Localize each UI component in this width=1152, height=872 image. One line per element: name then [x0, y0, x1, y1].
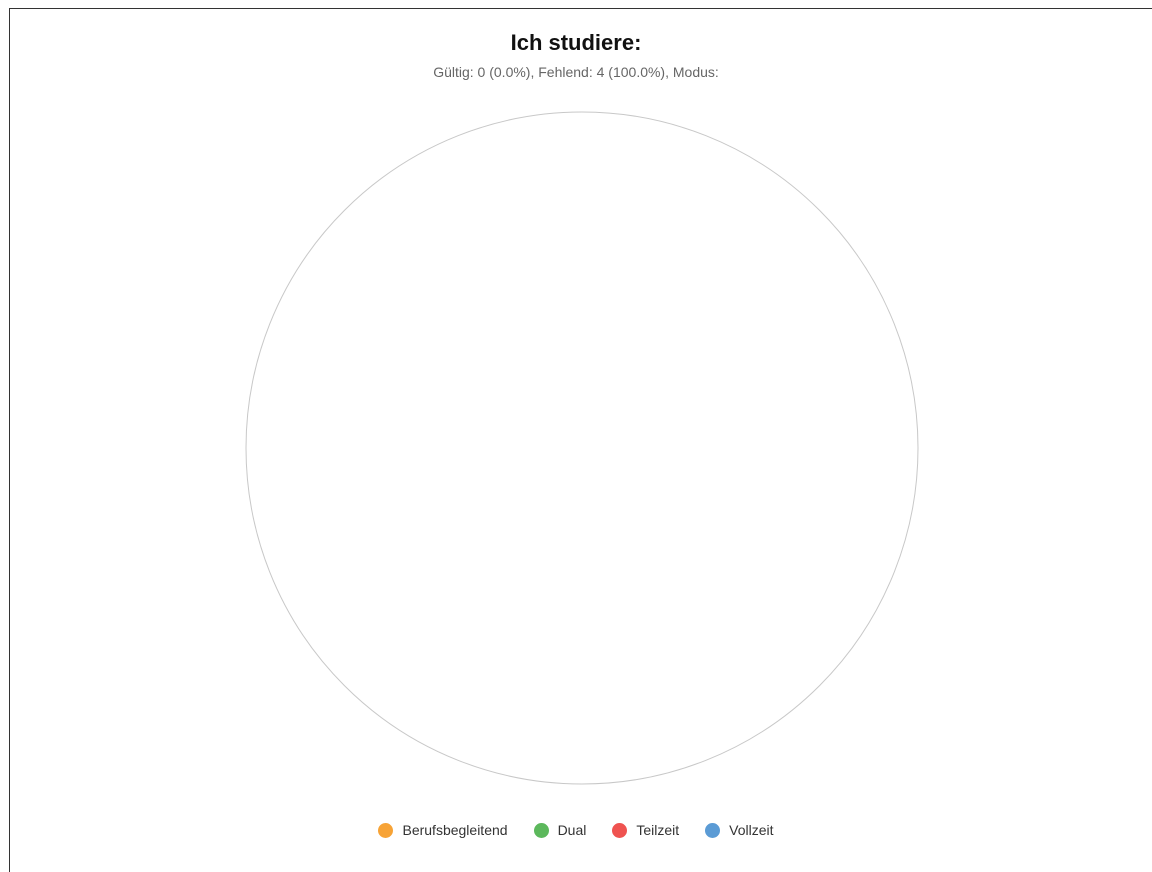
legend-item-teilzeit[interactable]: Teilzeit	[612, 822, 679, 838]
chart-subtitle: Gültig: 0 (0.0%), Fehlend: 4 (100.0%), M…	[433, 64, 719, 80]
legend-label-dual: Dual	[557, 822, 587, 838]
legend-dot-teilzeit	[612, 822, 628, 838]
legend-item-vollzeit[interactable]: Vollzeit	[705, 822, 774, 838]
legend-label-teilzeit: Teilzeit	[636, 822, 680, 838]
pie-outline	[245, 111, 919, 785]
legend-label-berufsbegleitend: Berufsbegleitend	[402, 822, 508, 838]
legend-label-vollzeit: Vollzeit	[729, 822, 774, 838]
legend: Berufsbegleitend Dual Teilzeit Vollzeit	[0, 822, 1152, 838]
legend-dot-dual	[533, 822, 549, 838]
legend-dot-berufsbegleitend	[378, 822, 394, 838]
legend-dot-vollzeit	[705, 822, 721, 838]
legend-item-dual[interactable]: Dual	[533, 822, 587, 838]
chart-frame	[9, 8, 1152, 872]
legend-item-berufsbegleitend[interactable]: Berufsbegleitend	[378, 822, 508, 838]
chart-title: Ich studiere:	[510, 30, 642, 55]
